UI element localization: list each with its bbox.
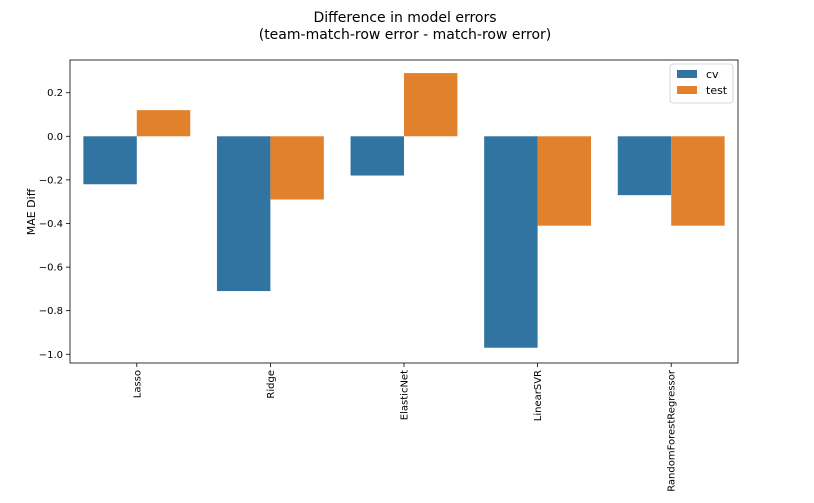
chart-title: Difference in model errors — [313, 10, 496, 26]
y-tick-label: −1.0 — [39, 350, 63, 361]
bar-cv-linearsvr — [484, 136, 538, 348]
bar-test-lasso — [136, 110, 191, 137]
x-tick-label: Lasso — [132, 370, 143, 398]
bar-cv-randomforestregressor — [617, 136, 672, 196]
y-tick-label: −0.4 — [39, 219, 63, 230]
chart-subtitle: (team-match-row error - match-row error) — [259, 27, 552, 43]
x-axis-ticks: Lasso Ridge ElasticNet LinearSVR RandomFores… — [132, 363, 678, 492]
x-tick-label: ElasticNet — [400, 370, 411, 420]
bar-test-ridge — [270, 136, 324, 200]
plot-frame — [69, 59, 739, 364]
bars-layer — [83, 73, 725, 348]
legend: cv test — [669, 63, 734, 104]
y-tick-label: −0.6 — [39, 263, 63, 274]
y-tick-label: 0.0 — [47, 132, 63, 143]
bar-test-randomforestregressor — [671, 136, 725, 226]
x-tick-label: RandomForestRegressor — [667, 369, 678, 492]
y-axis-ticks: 0.2 0.0 −0.2 −0.4 −0.6 −0.8 −1.0 — [39, 88, 70, 361]
legend-label-test: test — [706, 84, 728, 97]
bar-test-linearsvr — [537, 136, 592, 226]
legend-label-cv: cv — [706, 68, 719, 81]
y-axis-label: MAE Diff — [25, 188, 38, 235]
legend-swatch-cv — [677, 70, 697, 78]
legend-swatch-test — [677, 86, 697, 94]
bar-test-elasticnet — [404, 73, 458, 137]
x-tick-label: Ridge — [266, 370, 277, 399]
y-tick-label: 0.2 — [47, 88, 63, 99]
y-tick-label: −0.2 — [39, 175, 63, 186]
bar-cv-elasticnet — [350, 136, 404, 176]
bar-cv-ridge — [216, 136, 271, 292]
x-tick-label: LinearSVR — [533, 370, 544, 421]
bar-cv-lasso — [83, 136, 137, 185]
y-tick-label: −0.8 — [39, 306, 63, 317]
